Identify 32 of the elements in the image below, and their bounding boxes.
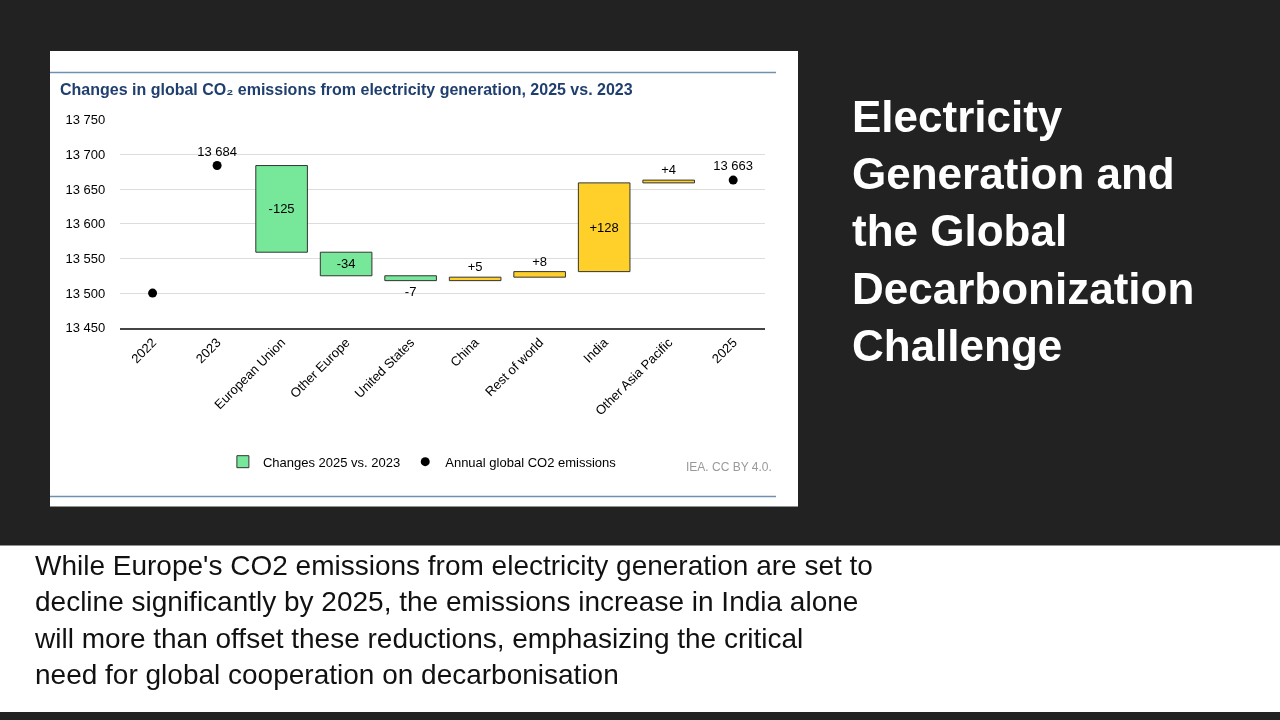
data-label: +5 <box>467 259 483 275</box>
bar <box>255 165 308 253</box>
data-label: 13 684 <box>197 143 237 159</box>
bar <box>513 271 566 278</box>
text: Electricity Generation and the Global Decarbonization Challenge <box>852 92 1195 370</box>
y-tick-label: 13 750 <box>65 112 106 128</box>
point <box>148 288 158 298</box>
y-tick-label: 13 600 <box>65 216 106 232</box>
data-label: +4 <box>661 162 677 178</box>
y-tick-label: 13 450 <box>65 320 106 336</box>
bar <box>642 179 695 184</box>
y-tick-label: 13 700 <box>65 147 106 163</box>
y-tick-label: 13 550 <box>65 251 106 266</box>
y-tick-label: 13 650 <box>65 181 106 197</box>
text: While Europe's CO2 emissions from electricity generation are set to decline significantly by 2025, the emissions increase in India alone will more than offset these reductions, emphasizing the critical need for global cooperation on decarbonisation <box>34 550 873 691</box>
legend-label: Annual global CO2 emissions <box>445 454 617 470</box>
bar <box>319 251 373 277</box>
bar <box>448 276 502 282</box>
point <box>212 161 222 171</box>
data-label: -34 <box>336 256 356 272</box>
chart-title: Changes in global CO₂ emissions from electricity generation, 2025 vs. 2023 <box>60 81 633 98</box>
point <box>728 175 738 185</box>
data-label: +128 <box>589 219 619 235</box>
y-tick-label: 13 500 <box>65 285 106 301</box>
data-label: 13 663 <box>713 158 754 174</box>
data-label: -125 <box>268 201 295 217</box>
bar <box>577 182 631 273</box>
text: IEA. CC BY 4.0. <box>686 460 772 474</box>
data-label: +8 <box>532 253 548 269</box>
bar <box>384 275 437 282</box>
data-label: -7 <box>404 283 417 299</box>
legend-label: Changes 2025 vs. 2023 <box>262 454 401 470</box>
